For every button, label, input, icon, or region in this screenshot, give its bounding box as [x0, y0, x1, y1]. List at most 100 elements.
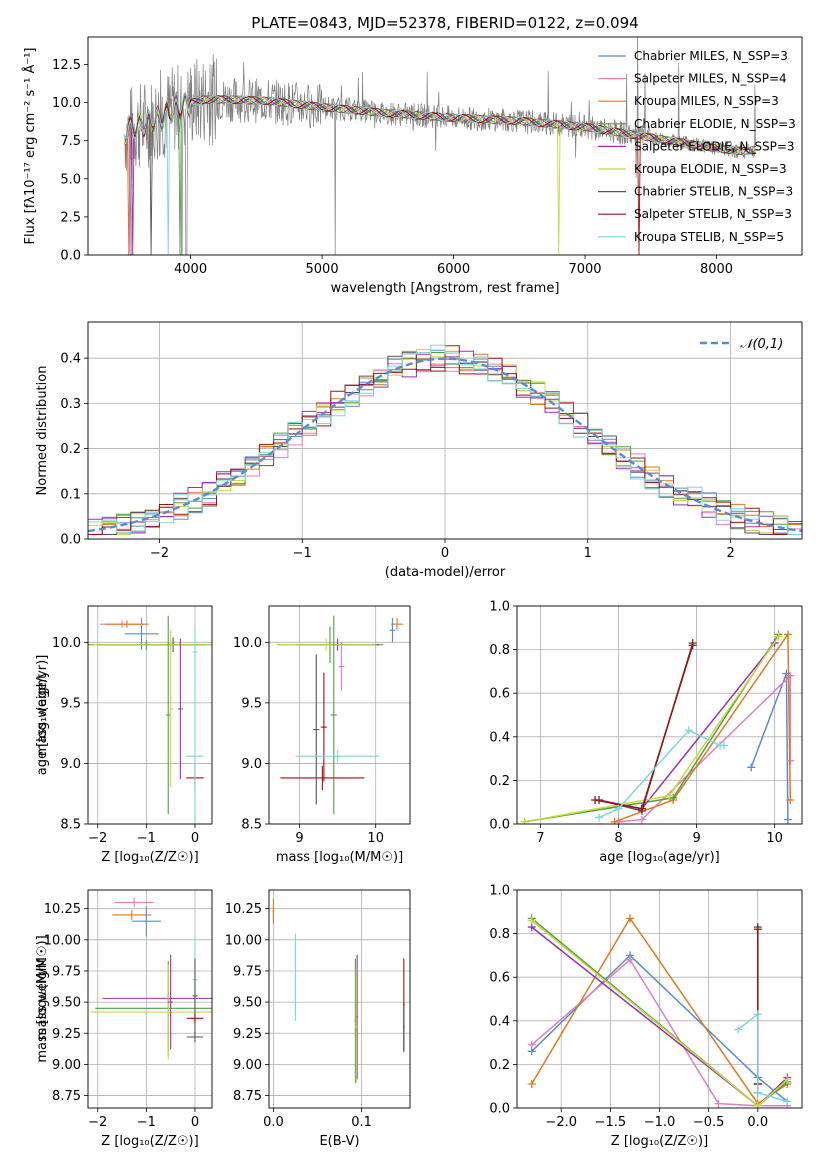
y-tick-label: 9.0	[60, 757, 81, 772]
x-tick-label: 9	[295, 831, 303, 846]
data-point	[665, 791, 674, 800]
data-point	[626, 955, 635, 964]
y-tick-label: 9.50	[233, 996, 262, 1011]
y-tick-label: 0.4	[489, 1014, 510, 1029]
errorbar-point	[402, 1002, 405, 1052]
y-tick-label: 0.6	[489, 687, 510, 702]
ticks: 9 10 8.5 9.0 9.5 10.0	[233, 636, 384, 846]
series-line	[524, 633, 780, 823]
ticks: 7 8 9 10 0.0 0.2 0.4 0.6 0.8 1.0	[489, 600, 783, 847]
y-tick-label: 1.0	[489, 884, 510, 899]
data-point	[591, 796, 600, 805]
data-point	[786, 796, 795, 805]
plot-area	[517, 890, 802, 1108]
x-tick-label: −2	[88, 1115, 107, 1130]
panel-age-vs-Z: −2 −1 0 8.5 9.0 9.5 10.0 Z [log₁₀(Z/Z☉)] age [lo…	[35, 605, 213, 865]
mass-weight-series	[527, 916, 792, 1108]
x-tick-label: 0	[191, 831, 199, 846]
y-tick-label: 0.4	[489, 730, 510, 745]
series-line	[598, 642, 776, 810]
axes-frame	[516, 605, 803, 825]
y-tick-label: 9.5	[241, 696, 262, 711]
y-tick-label: 0.2	[489, 1058, 510, 1073]
x-tick-label: 10	[367, 831, 384, 846]
data-point	[527, 916, 536, 925]
y-tick-label: 8.75	[52, 1089, 81, 1104]
legend-label: Salpeter ELODIE, N_SSP=3	[634, 139, 795, 153]
x-axis-label: (data-model)/error	[385, 565, 506, 580]
x-tick-label: 9	[692, 831, 700, 846]
panel-mass-weight-vs-Z: −2.0 −1.5 −1.0 −0.5 0.0 0.0 0.2 0.4 0.6 0.8 1.0 Z […	[35, 884, 803, 1149]
legend-label: Kroupa ELODIE, N_SSP=3	[634, 162, 787, 176]
data-point	[637, 815, 646, 824]
ticks: −2 −1 0 8.5 9.0 9.5 10.0	[52, 636, 199, 846]
errorbar-point	[295, 750, 380, 763]
data-point	[527, 1080, 536, 1089]
y-tick-label: 9.0	[241, 757, 262, 772]
x-tick-label: 6000	[437, 262, 470, 277]
errorbar-point	[114, 897, 154, 908]
x-tick-label: 0.1	[351, 1115, 372, 1130]
axes-frame	[87, 36, 803, 256]
spectrum-legend: Chabrier MILES, N_SSP=3 Salpeter MILES, N…	[598, 49, 796, 244]
plot-area	[269, 890, 410, 1108]
mass-weight-series	[527, 955, 792, 1108]
y-tick-label: 0.6	[489, 971, 510, 986]
x-axis-label: mass [log₁₀(M/M☉)]	[276, 850, 403, 865]
series-line	[618, 674, 792, 823]
x-tick-label: 5000	[306, 262, 339, 277]
x-tick-label: −2	[88, 831, 107, 846]
errorbar-point	[112, 909, 152, 920]
panel-age-vs-mass: 9 10 8.5 9.0 9.5 10.0 mass [log₁₀(M/M☉)]	[233, 605, 411, 865]
ticks: −2.0 −1.5 −1.0 −0.5 0.0 0.0 0.2 0.4 0.6 0.8 1.0	[489, 884, 768, 1131]
x-tick-label: 2	[726, 546, 734, 561]
x-tick-label: −2	[150, 546, 169, 561]
errorbar-point	[355, 970, 358, 1084]
errorbar-point	[276, 638, 376, 651]
panel-residuals: −2 −1 0 1 2 0.0 0.1 0.2 0.3 0.4 (data-model)/error…	[35, 321, 803, 580]
y-tick-label: 0.3	[60, 397, 81, 412]
y-tick-label: 7.5	[60, 134, 81, 149]
y-tick-label: 0.8	[489, 643, 510, 658]
y-tick-label: 0.0	[489, 1102, 510, 1117]
legend-label: Salpeter MILES, N_SSP=4	[634, 72, 787, 86]
y-tick-label: 9.25	[52, 1027, 81, 1042]
spectrum-model-line	[124, 95, 757, 255]
errorbar-point	[168, 954, 174, 1050]
x-tick-label: −1.0	[644, 1115, 676, 1130]
x-tick-label: −1	[293, 546, 312, 561]
y-tick-label: 2.5	[60, 210, 81, 225]
y-tick-label: 10.25	[44, 902, 81, 917]
mass-weight-series	[520, 632, 783, 824]
data-point	[734, 1025, 743, 1034]
chart-title: PLATE=0843, MJD=52378, FIBERID=0122, z=0…	[251, 14, 638, 32]
errorbar-point	[280, 765, 365, 791]
x-tick-label: −2.0	[545, 1115, 577, 1130]
mass-weight-series	[591, 641, 697, 813]
data-point	[753, 925, 762, 934]
errorbar-point	[272, 898, 275, 924]
data-point	[783, 815, 792, 824]
mass-weight-series	[734, 1010, 792, 1106]
errorbar-point	[330, 615, 337, 815]
normal-curve	[88, 357, 802, 533]
x-tick-label: 1	[584, 546, 592, 561]
y-tick-label: 9.00	[52, 1058, 81, 1073]
y-tick-label: 10.0	[52, 96, 81, 111]
errorbar-point	[90, 964, 212, 1060]
errorbar-point	[186, 671, 204, 824]
series-line	[524, 636, 780, 823]
x-axis-label: E(B-V)	[319, 1134, 359, 1149]
data-point	[783, 1075, 792, 1084]
x-tick-label: 0	[191, 1115, 199, 1130]
x-tick-label: 8000	[700, 262, 733, 277]
series-line	[531, 954, 788, 1103]
ticks: 0.0 0.1 8.75 9.00 9.25 9.50 9.75 10.00 10.25	[225, 902, 372, 1130]
x-tick-label: 8	[614, 831, 622, 846]
errorbar-point	[192, 627, 198, 677]
y-tick-label: 5.0	[60, 172, 81, 187]
y-tick-label: 0.0	[60, 533, 81, 548]
axes-frame	[87, 321, 803, 540]
legend-label: Kroupa STELIB, N_SSP=5	[634, 230, 784, 244]
